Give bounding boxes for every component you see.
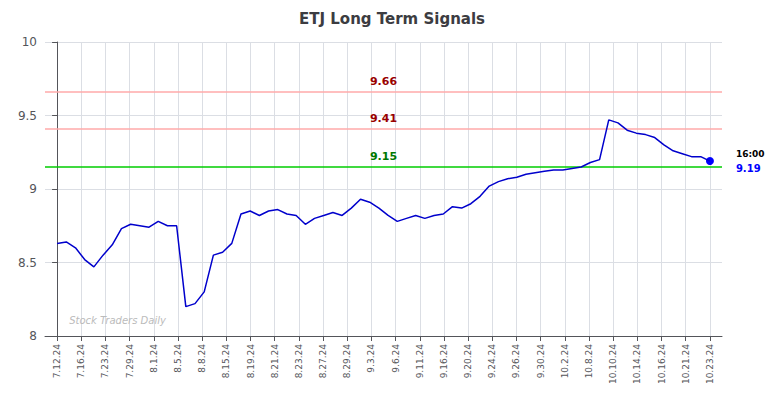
svg-text:9.5: 9.5 — [18, 109, 37, 123]
svg-text:10.23.24: 10.23.24 — [705, 344, 715, 384]
svg-text:8.1.24: 8.1.24 — [149, 344, 159, 373]
svg-text:9.20.24: 9.20.24 — [463, 344, 473, 379]
svg-text:8.23.24: 8.23.24 — [294, 344, 304, 379]
svg-text:7.12.24: 7.12.24 — [52, 344, 62, 379]
svg-text:10.21.24: 10.21.24 — [681, 344, 691, 384]
svg-text:ETJ Long Term Signals: ETJ Long Term Signals — [299, 10, 485, 28]
svg-text:7.29.24: 7.29.24 — [125, 344, 135, 379]
svg-text:10.8.24: 10.8.24 — [584, 344, 594, 379]
svg-text:9.15: 9.15 — [370, 150, 397, 163]
svg-text:8.15.24: 8.15.24 — [221, 344, 231, 379]
svg-text:7.16.24: 7.16.24 — [76, 344, 86, 379]
svg-text:9.11.24: 9.11.24 — [415, 344, 425, 379]
svg-text:8.19.24: 8.19.24 — [246, 344, 256, 379]
svg-text:16:00: 16:00 — [736, 149, 765, 159]
svg-text:9.24.24: 9.24.24 — [487, 344, 497, 379]
svg-text:10.2.24: 10.2.24 — [560, 344, 570, 379]
svg-text:10.14.24: 10.14.24 — [632, 344, 642, 384]
svg-text:9.41: 9.41 — [370, 112, 397, 125]
svg-text:8: 8 — [29, 329, 37, 343]
svg-text:9.19: 9.19 — [736, 163, 761, 174]
svg-text:9.30.24: 9.30.24 — [536, 344, 546, 379]
svg-text:8.5: 8.5 — [18, 256, 37, 270]
svg-text:8.27.24: 8.27.24 — [318, 344, 328, 379]
svg-text:Stock Traders Daily: Stock Traders Daily — [69, 315, 167, 326]
svg-text:8.29.24: 8.29.24 — [342, 344, 352, 379]
svg-text:9.16.24: 9.16.24 — [439, 344, 449, 379]
svg-text:9: 9 — [29, 182, 37, 196]
svg-text:9.26.24: 9.26.24 — [511, 344, 521, 379]
svg-text:8.5.24: 8.5.24 — [173, 344, 183, 373]
svg-text:10.16.24: 10.16.24 — [657, 344, 667, 384]
svg-text:7.23.24: 7.23.24 — [100, 344, 110, 379]
svg-text:9.66: 9.66 — [370, 75, 397, 88]
svg-text:8.8.24: 8.8.24 — [197, 344, 207, 373]
svg-text:10.10.24: 10.10.24 — [608, 344, 618, 384]
svg-text:10: 10 — [22, 35, 37, 49]
svg-text:9.3.24: 9.3.24 — [366, 344, 376, 373]
svg-text:8.21.24: 8.21.24 — [270, 344, 280, 379]
svg-text:9.6.24: 9.6.24 — [391, 344, 401, 373]
